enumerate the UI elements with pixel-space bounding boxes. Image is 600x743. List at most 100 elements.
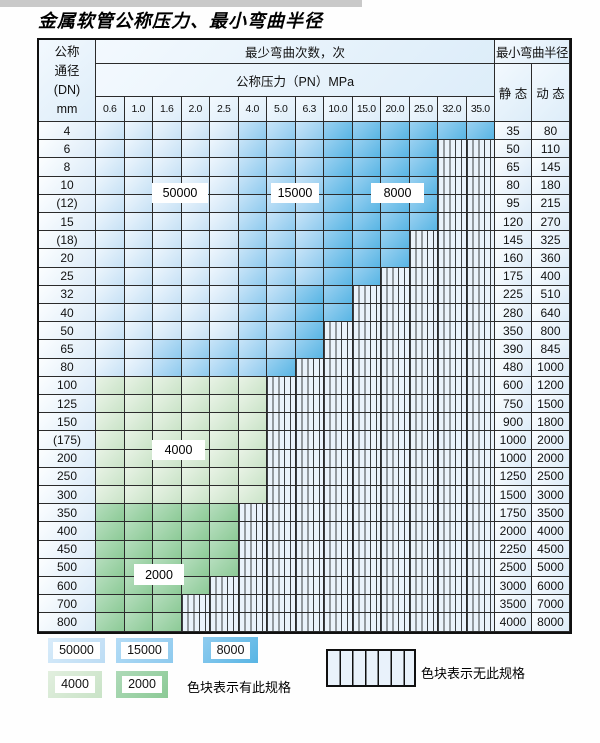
static-radius-cell: 1250	[495, 467, 532, 487]
no-spec-cell	[324, 613, 353, 632]
static-radius-cell: 145	[495, 231, 532, 250]
dn-cell: 400	[39, 522, 96, 541]
no-spec-cell	[181, 595, 210, 614]
no-spec-cell	[267, 395, 296, 414]
no-spec-cell	[267, 376, 296, 396]
no-spec-cell	[409, 540, 438, 559]
spec-cell-g2	[96, 558, 125, 578]
dynamic-radius-cell: 7000	[532, 595, 570, 614]
no-spec-cell	[352, 322, 381, 341]
no-spec-cell	[381, 358, 410, 377]
static-radius-cell: 900	[495, 413, 532, 432]
spec-cell-b1	[210, 231, 239, 250]
no-spec-cell	[324, 577, 353, 596]
no-spec-cell	[238, 522, 267, 541]
pressure-column-header: 25.0	[409, 97, 438, 122]
no-spec-cell	[409, 449, 438, 468]
spec-cell-b2	[238, 358, 267, 377]
dn-cell: 100	[39, 376, 96, 396]
spec-cell-b1	[153, 249, 182, 268]
spec-cell-g1	[96, 449, 125, 468]
pressure-column-header: 32.0	[438, 97, 467, 122]
dynamic-radius-cell: 1800	[532, 413, 570, 432]
spec-cell-b2	[267, 267, 296, 286]
dynamic-radius-cell: 640	[532, 304, 570, 323]
spec-cell-b3	[324, 176, 353, 195]
spec-cell-b1	[153, 267, 182, 286]
spec-cell-b2	[153, 340, 182, 359]
no-spec-cell	[352, 486, 381, 505]
spec-cell-g2	[181, 540, 210, 559]
dn-cell: 40	[39, 304, 96, 323]
no-spec-cell	[381, 376, 410, 396]
spec-cell-b1	[124, 249, 153, 268]
dn-cell: (12)	[39, 194, 96, 214]
spec-cell-b1	[124, 122, 153, 141]
spec-cell-b1	[181, 122, 210, 141]
static-radius-cell: 175	[495, 267, 532, 286]
no-spec-cell	[381, 522, 410, 541]
no-spec-cell	[381, 504, 410, 523]
no-spec-cell	[466, 613, 495, 632]
nominal-pressure-header: 公称压力（PN）MPa	[96, 64, 495, 97]
spec-cell-b3	[295, 322, 324, 341]
no-spec-cell	[409, 504, 438, 523]
no-spec-cell	[381, 467, 410, 487]
dn-cell: 450	[39, 540, 96, 559]
pressure-table: 公称 通径 (DN) mm 最少弯曲次数，次 最小弯曲半径 公称压力（PN）MP…	[37, 38, 572, 634]
no-spec-cell	[324, 595, 353, 614]
spec-cell-b1	[96, 285, 125, 305]
legend-swatch-8000: 8000	[203, 637, 258, 663]
dynamic-radius-cell: 215	[532, 194, 570, 214]
spec-cell-b2	[295, 122, 324, 141]
spec-cell-b1	[124, 231, 153, 250]
no-spec-cell	[466, 486, 495, 505]
dn-cell: 250	[39, 467, 96, 487]
no-spec-cell	[210, 595, 239, 614]
no-spec-cell	[466, 140, 495, 159]
no-spec-cell	[466, 376, 495, 396]
legend-swatch-label: 4000	[55, 676, 95, 693]
no-spec-cell	[409, 395, 438, 414]
dynamic-column-header: 动 态	[532, 64, 570, 122]
no-spec-cell	[409, 376, 438, 396]
dynamic-radius-cell: 180	[532, 176, 570, 195]
spec-cell-g1	[124, 376, 153, 396]
page-title: 金属软管公称压力、最小弯曲半径	[38, 11, 323, 32]
no-spec-cell	[409, 267, 438, 286]
dn-cell: (18)	[39, 231, 96, 250]
spec-cell-b3	[381, 249, 410, 268]
spec-cell-b2	[267, 340, 296, 359]
no-spec-cell	[438, 449, 467, 468]
no-spec-cell	[238, 504, 267, 523]
spec-cell-b1	[96, 249, 125, 268]
spec-cell-b2	[267, 158, 296, 177]
spec-cell-b1	[210, 304, 239, 323]
spec-cell-b3	[438, 122, 467, 141]
no-spec-cell	[295, 540, 324, 559]
no-spec-cell	[438, 158, 467, 177]
no-spec-cell	[466, 231, 495, 250]
no-spec-cell	[324, 413, 353, 432]
dynamic-radius-cell: 4500	[532, 540, 570, 559]
static-radius-cell: 80	[495, 176, 532, 195]
no-spec-cell	[438, 577, 467, 596]
no-spec-cell	[324, 449, 353, 468]
spec-cell-g1	[210, 467, 239, 487]
spec-cell-b3	[409, 122, 438, 141]
static-radius-cell: 390	[495, 340, 532, 359]
spec-cell-g2	[124, 522, 153, 541]
no-spec-cell	[409, 285, 438, 305]
spec-cell-b2	[181, 340, 210, 359]
spec-cell-g1	[238, 413, 267, 432]
no-spec-cell	[295, 595, 324, 614]
spec-cell-b3	[324, 231, 353, 250]
no-spec-cell	[438, 613, 467, 632]
pressure-column-header: 10.0	[324, 97, 353, 122]
static-radius-cell: 2250	[495, 540, 532, 559]
static-radius-cell: 65	[495, 158, 532, 177]
dn-cell: (175)	[39, 431, 96, 450]
no-spec-cell	[295, 395, 324, 414]
static-radius-cell: 600	[495, 376, 532, 396]
no-spec-cell	[438, 267, 467, 286]
